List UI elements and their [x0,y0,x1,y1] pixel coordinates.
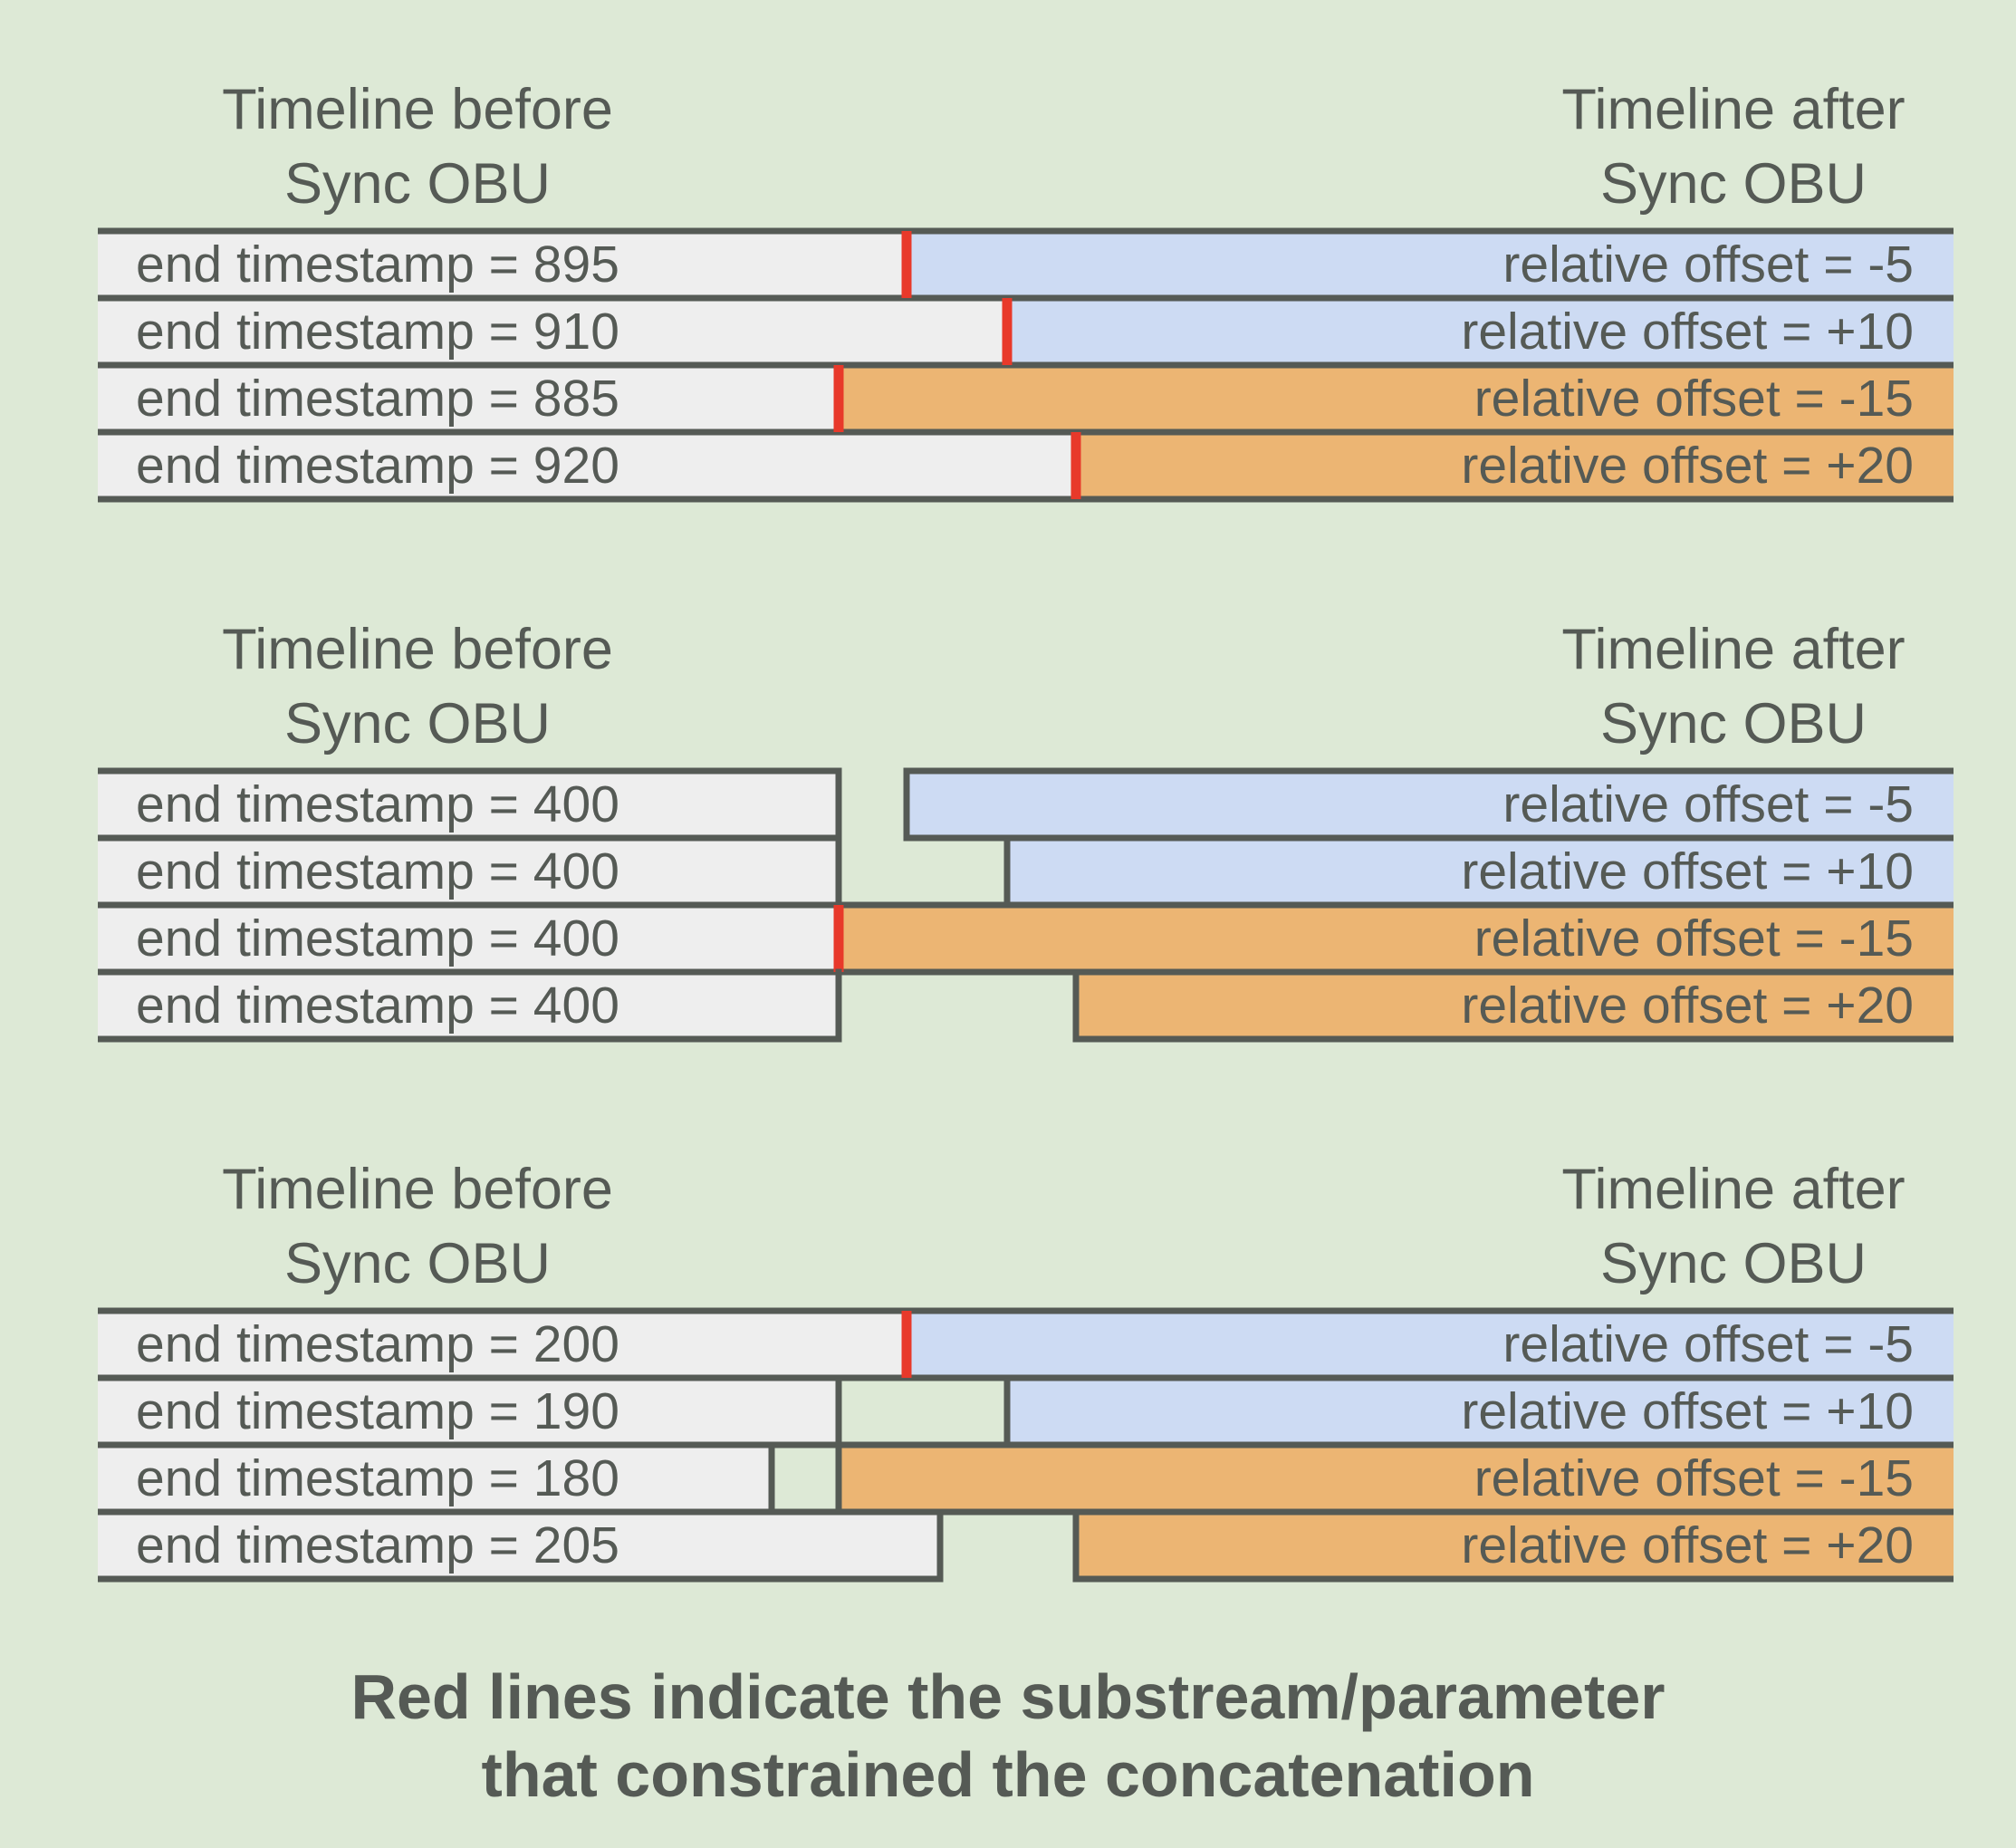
after-segment-orange [839,1445,1954,1512]
end-timestamp-label: end timestamp = 920 [136,437,619,495]
before-segment [98,838,839,905]
caption-line-2: that constrained the concatenation [482,1739,1535,1810]
relative-offset-label: relative offset = -15 [1474,910,1914,967]
relative-offset-label: relative offset = +10 [1461,842,1914,900]
before-title-line-1: Timeline before [222,78,613,141]
after-title-line-2: Sync OBU [1600,1232,1867,1295]
timeline-row: end timestamp = 190 relative offset = +10 [98,1378,1954,1445]
relative-offset-label: relative offset = +20 [1461,437,1914,495]
relative-offset-label: relative offset = -5 [1502,775,1914,833]
panels-layer: Timeline before Sync OBU Timeline after Syn… [98,78,1954,1583]
end-timestamp-label: end timestamp = 895 [136,236,619,294]
timeline-row: end timestamp = 400 relative offset = +20 [98,972,1954,1039]
end-timestamp-label: end timestamp = 885 [136,370,619,428]
after-title-line-1: Timeline after [1561,1158,1905,1221]
before-segment [98,365,839,432]
after-title-line-2: Sync OBU [1600,152,1867,216]
timeline-row: end timestamp = 920 relative offset = +20 [98,432,1954,499]
end-timestamp-label: end timestamp = 180 [136,1449,619,1507]
timeline-row: end timestamp = 200 relative offset = -5 [98,1311,1954,1378]
timeline-panel-2: Timeline before Sync OBU Timeline after Syn… [98,618,1954,1043]
after-segment-blue [907,231,1954,298]
after-title-line-1: Timeline after [1561,78,1905,141]
after-segment-orange [839,905,1954,972]
before-segment [98,231,907,298]
end-timestamp-label: end timestamp = 910 [136,303,619,361]
end-timestamp-label: end timestamp = 200 [136,1315,619,1373]
before-title-line-2: Sync OBU [284,152,551,216]
timeline-row: end timestamp = 400 relative offset = -15 [98,905,1954,972]
after-segment-blue [1007,838,1954,905]
before-title-line-1: Timeline before [222,1158,613,1221]
after-segment-orange [839,365,1954,432]
timeline-row: end timestamp = 205 relative offset = +20 [98,1512,1954,1579]
before-segment [98,1445,772,1512]
after-title-line-2: Sync OBU [1600,692,1867,756]
before-title-line-2: Sync OBU [284,1232,551,1295]
relative-offset-label: relative offset = -5 [1502,1315,1914,1373]
relative-offset-label: relative offset = +20 [1461,977,1914,1035]
timeline-panel-3: Timeline before Sync OBU Timeline after Syn… [98,1158,1954,1583]
timeline-row: end timestamp = 910 relative offset = +10 [98,298,1954,365]
after-segment-blue [1007,298,1954,365]
after-segment-orange [1076,432,1954,499]
before-segment [98,1311,907,1378]
timeline-row: end timestamp = 895 relative offset = -5 [98,231,1954,298]
timeline-panel-1: Timeline before Sync OBU Timeline after Syn… [98,78,1954,503]
after-segment-blue [1007,1378,1954,1445]
end-timestamp-label: end timestamp = 400 [136,977,619,1035]
end-timestamp-label: end timestamp = 190 [136,1382,619,1440]
end-timestamp-label: end timestamp = 400 [136,842,619,900]
before-segment [98,771,839,838]
timeline-row: end timestamp = 400 relative offset = -5 [98,771,1954,838]
after-title-line-1: Timeline after [1561,618,1905,681]
end-timestamp-label: end timestamp = 205 [136,1516,619,1574]
relative-offset-label: relative offset = -15 [1474,1449,1914,1507]
relative-offset-label: relative offset = +20 [1461,1516,1914,1574]
before-segment [98,1378,839,1445]
after-segment-orange [1076,972,1954,1039]
caption-line-1: Red lines indicate the substream/paramet… [350,1661,1665,1732]
relative-offset-label: relative offset = -15 [1474,370,1914,428]
before-title-line-1: Timeline before [222,618,613,681]
relative-offset-label: relative offset = -5 [1502,236,1914,294]
timeline-row: end timestamp = 400 relative offset = +10 [98,838,1954,905]
after-segment-blue [907,1311,1954,1378]
timeline-row: end timestamp = 180 relative offset = -15 [98,1445,1954,1512]
before-segment [98,1512,940,1579]
before-segment [98,905,839,972]
relative-offset-label: relative offset = +10 [1461,1382,1914,1440]
before-segment [98,432,1076,499]
before-title-line-2: Sync OBU [284,692,551,756]
relative-offset-label: relative offset = +10 [1461,303,1914,361]
end-timestamp-label: end timestamp = 400 [136,775,619,833]
after-segment-blue [907,771,1954,838]
after-segment-orange [1076,1512,1954,1579]
end-timestamp-label: end timestamp = 400 [136,910,619,967]
timeline-row: end timestamp = 885 relative offset = -15 [98,365,1954,432]
before-segment [98,972,839,1039]
before-segment [98,298,1007,365]
